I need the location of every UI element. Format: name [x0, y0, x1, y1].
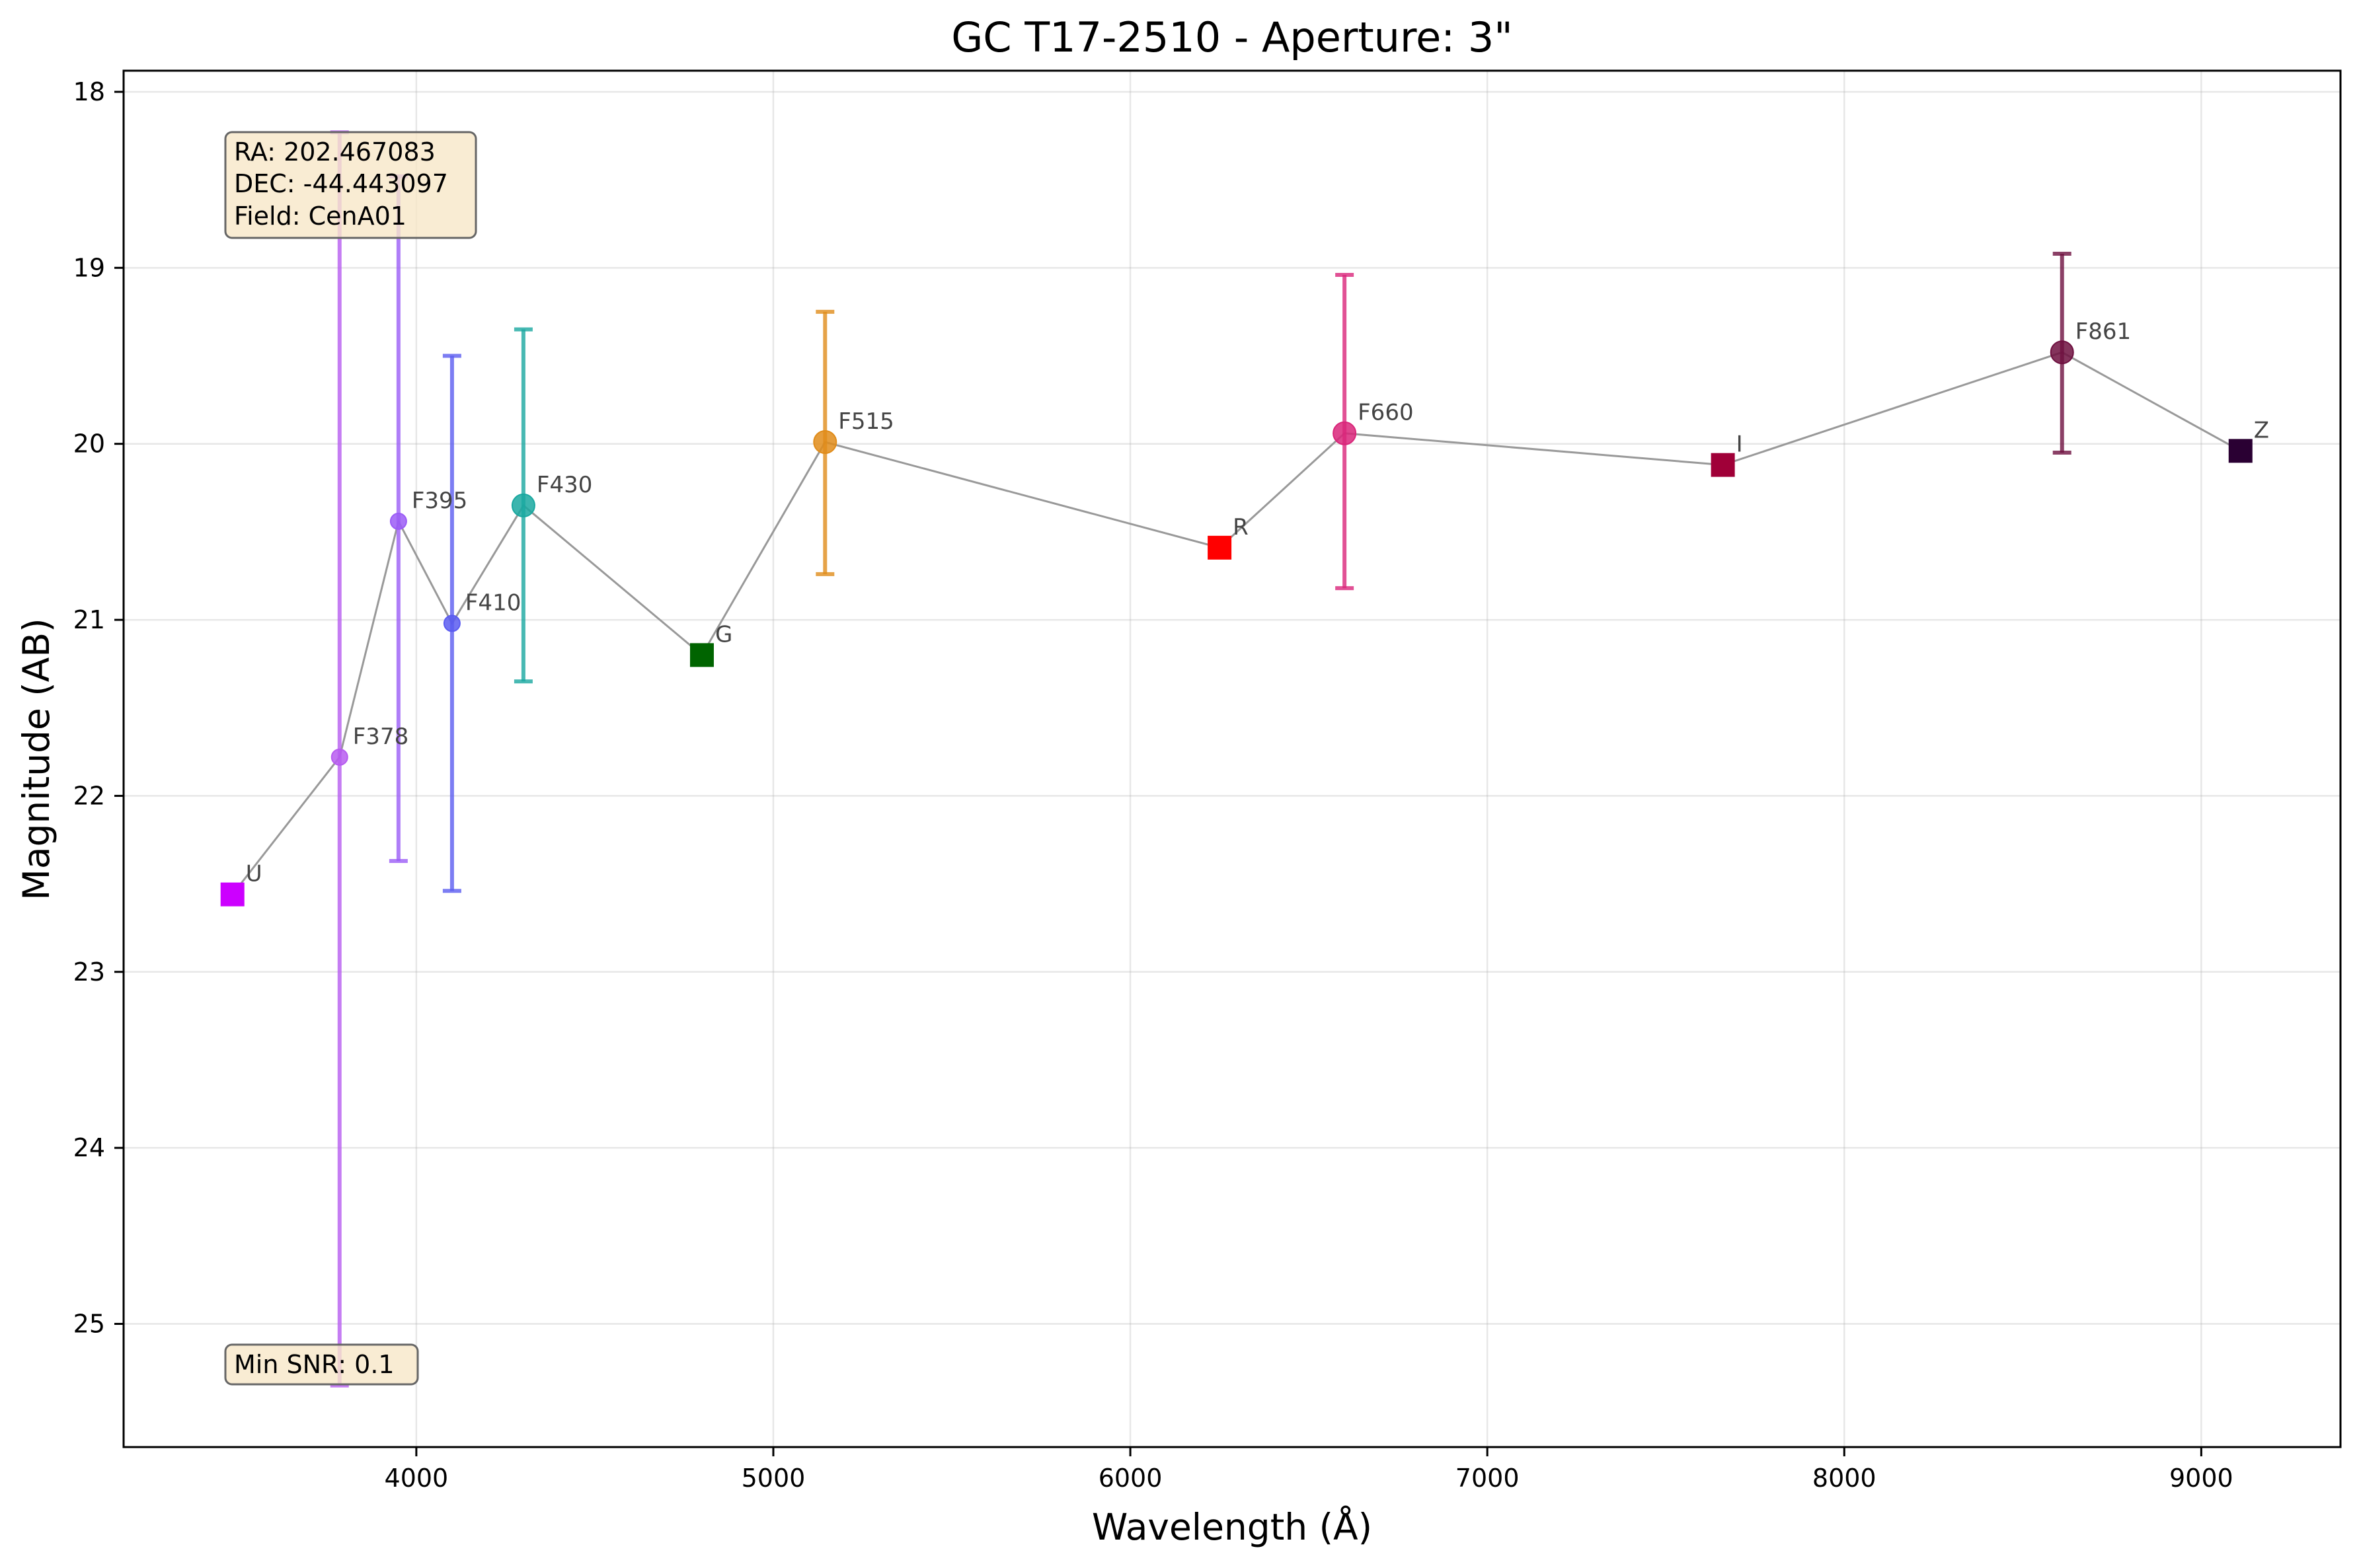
- x-tick-label: 7000: [1455, 1464, 1520, 1493]
- point-u: [220, 882, 245, 907]
- x-tick-label: 8000: [1812, 1464, 1876, 1493]
- point-f378: [330, 748, 348, 766]
- plot-frame: [122, 69, 2342, 1448]
- point-f410: [443, 615, 461, 632]
- point-f395: [389, 512, 407, 530]
- y-axis-label: Magnitude (AB): [15, 618, 58, 900]
- point-label-r: R: [1233, 514, 1249, 541]
- axis-ticks: 4000 5000 6000 7000 8000 9000 18 19 20 21 22 23 24 25: [73, 77, 2233, 1493]
- point-label-f515: F515: [838, 408, 894, 435]
- y-tick-label: 25: [73, 1310, 105, 1339]
- point-f430: [511, 493, 535, 517]
- point-labels: U F378 F395 F410 F430 G F515 R F660 I F861 Z: [246, 318, 2269, 887]
- point-label-f395: F395: [412, 488, 467, 514]
- point-label-f660: F660: [1358, 400, 1413, 426]
- sed-line: [231, 351, 2241, 895]
- x-tick-label: 4000: [385, 1464, 449, 1493]
- point-r: [1208, 535, 1232, 560]
- data-points: [220, 340, 2253, 907]
- y-tick-label: 24: [73, 1133, 105, 1162]
- point-label-u: U: [246, 861, 262, 887]
- snr-box: Min SNR: 0.1: [224, 1343, 419, 1386]
- point-label-f861: F861: [2075, 318, 2131, 345]
- point-i: [1711, 453, 1735, 477]
- y-tick-label: 23: [73, 957, 105, 987]
- info-dec: DEC: -44.443097: [234, 169, 448, 198]
- point-label-f378: F378: [353, 724, 408, 750]
- point-z: [2228, 439, 2253, 463]
- info-box: RA: 202.467083 DEC: -44.443097 Field: Ce…: [224, 131, 477, 239]
- point-f660: [1333, 421, 1357, 445]
- x-tick-label: 6000: [1099, 1464, 1163, 1493]
- y-tick-label: 22: [73, 781, 105, 810]
- point-label-i: I: [1736, 431, 1743, 458]
- point-g: [689, 643, 714, 667]
- grid-lines: [124, 71, 2340, 1447]
- chart-title: GC T17-2510 - Aperture: 3": [951, 13, 1513, 61]
- y-tick-label: 21: [73, 605, 105, 634]
- x-tick-label: 5000: [742, 1464, 806, 1493]
- point-label-g: G: [715, 621, 732, 648]
- x-axis-label: Wavelength (Å): [1092, 1505, 1372, 1548]
- point-f515: [813, 430, 837, 455]
- info-field: Field: CenA01: [234, 202, 406, 231]
- point-label-z: Z: [2254, 417, 2269, 443]
- y-tick-label: 20: [73, 429, 105, 459]
- info-ra: RA: 202.467083: [234, 137, 436, 167]
- snr-text: Min SNR: 0.1: [234, 1350, 395, 1379]
- y-tick-label: 19: [73, 253, 105, 282]
- connecting-line: [231, 351, 2241, 895]
- point-label-f430: F430: [537, 472, 592, 498]
- point-label-f410: F410: [465, 589, 521, 616]
- point-f861: [2050, 340, 2074, 365]
- y-tick-label: 18: [73, 77, 105, 106]
- x-tick-label: 9000: [2169, 1464, 2233, 1493]
